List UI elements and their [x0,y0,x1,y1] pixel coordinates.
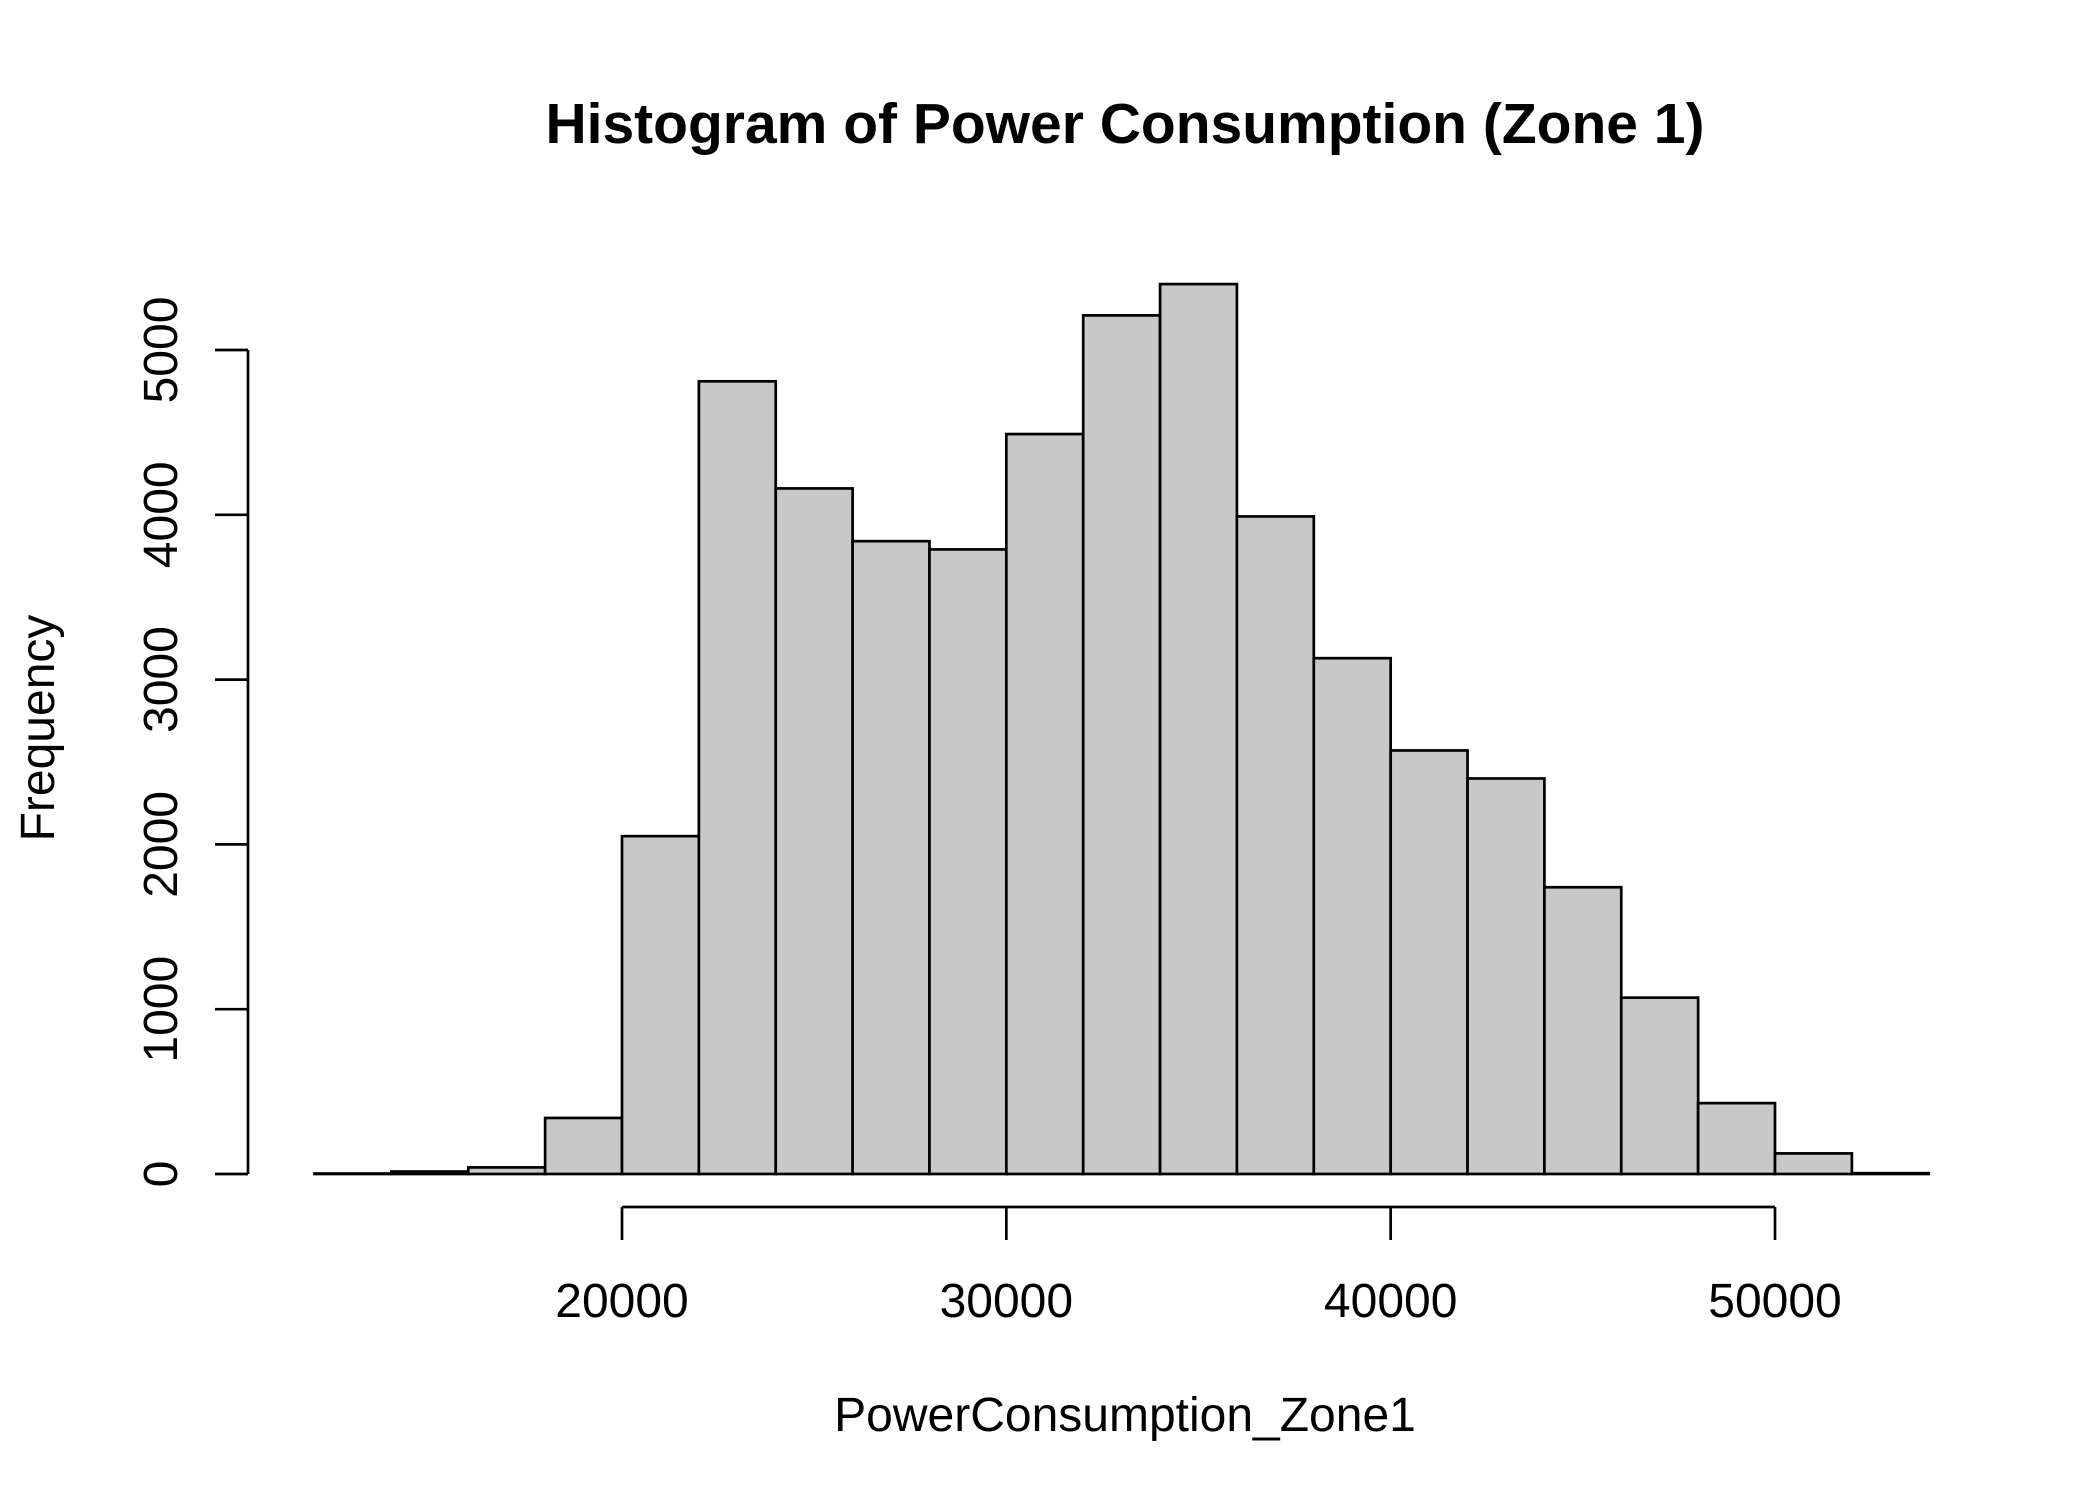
histogram-bar [1543,885,1623,1176]
y-axis-label: Frequency [12,615,65,842]
x-tick-label: 50000 [1708,1275,1841,1328]
histogram-bar [1773,1152,1854,1176]
x-axis-label: PowerConsumption_Zone1 [834,1389,1416,1442]
histogram-bar [697,379,778,1176]
histogram-bar [543,1116,624,1176]
histogram-bar [390,1170,470,1176]
x-tick-label: 20000 [555,1275,688,1328]
y-tick-label: 1000 [135,956,188,1063]
histogram-bar [774,487,854,1176]
histogram-bar [1004,432,1085,1176]
histogram-bar [1696,1101,1777,1176]
histogram-bar [1081,314,1162,1176]
histogram-bar [1619,996,1700,1176]
histogram-bars [313,282,1931,1176]
y-tick-label: 0 [135,1161,188,1188]
y-tick-label: 4000 [135,461,188,568]
y-tick-label: 3000 [135,626,188,733]
x-tick-label: 40000 [1324,1275,1457,1328]
histogram-bar [1389,749,1469,1176]
histogram-bar [1466,777,1546,1176]
histogram-bar [928,548,1008,1176]
histogram-bar [466,1166,547,1176]
histogram-bar [1850,1171,1931,1176]
histogram-bar [1158,282,1239,1176]
x-tick-label: 30000 [940,1275,1073,1328]
y-tick-label: 5000 [135,297,188,404]
y-tick-label: 2000 [135,791,188,898]
y-axis: 0 1000 2000 3000 4000 5000 [135,297,250,1188]
histogram-bar [1235,515,1316,1176]
chart-title: Histogram of Power Consumption (Zone 1) [545,92,1704,156]
histogram-bar [1312,656,1393,1176]
histogram-bar [851,539,931,1176]
x-axis: 20000 30000 40000 50000 [555,1205,1842,1328]
histogram-bar [620,834,701,1176]
